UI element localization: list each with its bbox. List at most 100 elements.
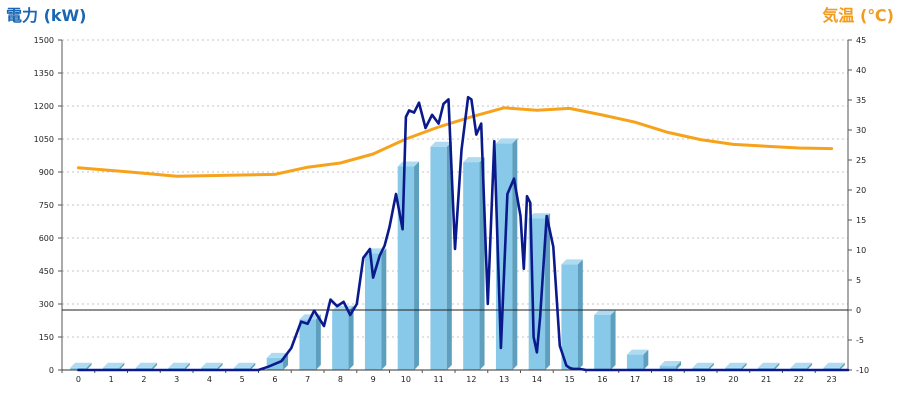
x-tick-label: 13	[499, 375, 509, 384]
right-tick-label: 0	[856, 306, 861, 315]
left-tick-label: 0	[49, 366, 54, 375]
bar-side	[184, 362, 190, 370]
left-tick-label: 1500	[34, 36, 54, 45]
left-tick-label: 1200	[34, 102, 54, 111]
x-tick-label: 15	[565, 375, 575, 384]
bar-top	[692, 362, 714, 368]
x-tick-label: 18	[663, 375, 673, 384]
bar-side	[250, 362, 256, 370]
x-tick-label: 5	[240, 375, 245, 384]
right-tick-label: 25	[856, 156, 866, 165]
right-axis-title: 気温 (℃)	[822, 6, 894, 25]
power-line	[77, 95, 850, 372]
bar-top	[201, 362, 223, 368]
bar-top	[135, 362, 158, 368]
bar-side	[708, 362, 714, 370]
x-tick-label: 4	[207, 375, 212, 384]
x-tick-label: 6	[272, 375, 277, 384]
right-tick-label: 35	[856, 96, 866, 105]
left-tick-label: 750	[39, 201, 54, 210]
right-tick-label: -10	[856, 366, 869, 375]
bar-series	[70, 138, 845, 370]
right-tick-label: 45	[856, 36, 866, 45]
x-tick-label: 16	[597, 375, 607, 384]
bar-side	[643, 349, 649, 370]
bar-side	[741, 362, 747, 370]
bar-front	[659, 366, 677, 370]
bar-side	[807, 362, 813, 370]
bar-side	[381, 248, 387, 370]
bar-front	[299, 319, 316, 370]
bar-7	[299, 314, 321, 370]
bar-top	[823, 362, 845, 368]
bar-top	[594, 310, 616, 315]
bar-side	[774, 362, 780, 370]
temperature-line-group	[76, 106, 834, 178]
bar-top	[463, 157, 485, 163]
bar-top	[70, 362, 92, 368]
bar-15	[561, 259, 583, 370]
x-tick-label: 8	[338, 375, 343, 384]
x-tick-label: 23	[827, 375, 837, 384]
bar-top	[561, 259, 583, 265]
bar-top	[725, 362, 747, 368]
bar-side	[446, 141, 452, 370]
right-tick-label: 10	[856, 246, 866, 255]
right-tick-label: 15	[856, 216, 866, 225]
bar-side	[577, 259, 583, 370]
bar-side	[217, 362, 223, 370]
right-tick-label: 20	[856, 186, 866, 195]
x-tick-label: 17	[630, 375, 640, 384]
x-tick-label: 22	[794, 375, 804, 384]
left-tick-label: 450	[39, 267, 54, 276]
left-tick-label: 1350	[34, 69, 54, 78]
bar-side	[152, 362, 158, 370]
bar-front	[594, 315, 611, 370]
bar-top	[233, 362, 256, 368]
bar-17	[626, 349, 649, 370]
right-tick-label: -5	[856, 336, 864, 345]
bar-front	[332, 310, 349, 370]
bar-side	[512, 138, 518, 370]
bar-side	[545, 213, 551, 370]
bar-top	[757, 362, 780, 368]
bar-side	[315, 314, 321, 370]
bar-8	[332, 305, 354, 370]
x-tick-label: 7	[305, 375, 310, 384]
bar-top	[168, 362, 190, 368]
x-tick-label: 19	[696, 375, 706, 384]
bar-top	[659, 361, 682, 367]
bar-side	[119, 362, 125, 370]
left-tick-label: 150	[39, 333, 54, 342]
left-tick-label: 1050	[34, 135, 54, 144]
x-tick-label: 11	[434, 375, 444, 384]
bar-front	[397, 166, 415, 370]
bar-top	[397, 161, 420, 167]
x-tick-label: 10	[401, 375, 411, 384]
gridlines	[62, 39, 848, 338]
bar-top	[790, 362, 813, 368]
axes	[58, 39, 852, 373]
bar-front	[364, 253, 382, 370]
right-tick-label: 40	[856, 66, 866, 75]
bar-side	[839, 362, 845, 370]
x-tick-label: 21	[761, 375, 771, 384]
x-tick-label: 1	[109, 375, 114, 384]
left-tick-label: 900	[39, 168, 54, 177]
left-tick-label: 600	[39, 234, 54, 243]
left-axis-title: 電力 (kW)	[6, 6, 87, 25]
temperature-line	[76, 106, 834, 178]
x-tick-label: 14	[532, 375, 542, 384]
bar-11	[430, 141, 452, 370]
left-tick-label: 300	[39, 300, 54, 309]
bar-side	[414, 161, 420, 370]
bar-10	[397, 161, 420, 370]
bar-side	[610, 310, 616, 370]
bar-top	[626, 349, 649, 355]
right-tick-label: 5	[856, 276, 861, 285]
bar-12	[463, 157, 485, 370]
right-tick-label: 30	[856, 126, 866, 135]
bar-top	[102, 362, 125, 368]
